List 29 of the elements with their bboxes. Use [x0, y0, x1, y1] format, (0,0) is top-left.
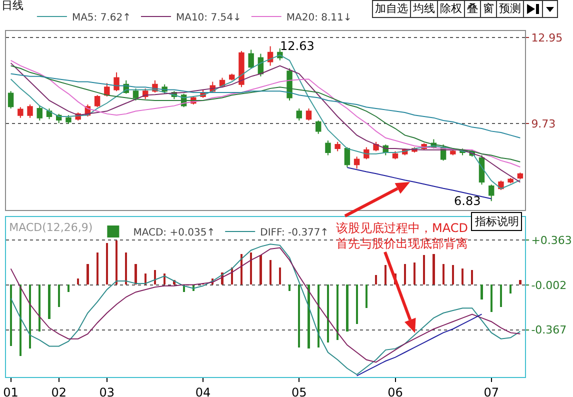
legend-label: MA20: 8.11↓ [286, 12, 352, 24]
text: 叠 [465, 1, 481, 17]
legend-label: MA10: 7.54↓ [176, 12, 242, 24]
y-tick-label: +0.363 [531, 234, 572, 247]
text: 预测 [497, 1, 524, 17]
x-tick-label: 04 [195, 385, 211, 397]
chart-title: MACD(12,26,9) [9, 221, 93, 234]
annotation: 6.83 [454, 194, 481, 208]
x-tick-label: 07 [484, 385, 499, 397]
x-tick-label: 06 [388, 385, 403, 397]
legend-label: MA5: 7.62↑ [72, 12, 131, 24]
legend-label: MACD: +0.035↑ [133, 227, 216, 238]
x-tick-label: 05 [292, 385, 307, 397]
annotation: 该股见底过程中，MACD 首先与股价出现底部背离 [336, 221, 468, 251]
text: 加自选 [373, 1, 411, 17]
x-tick-label: 03 [99, 385, 115, 397]
text: 窗 [481, 1, 497, 17]
text: 除权 [438, 1, 465, 17]
annotation: 12.63 [280, 39, 314, 53]
y-tick-label: -0.002 [531, 278, 567, 292]
legend-label: DIFF: -0.377↑ [260, 227, 329, 238]
annotation: 指标说明 [474, 215, 519, 228]
x-tick-label: 02 [51, 385, 66, 397]
y-tick-label: 9.73 [531, 118, 556, 131]
chart-title: 日线 [2, 0, 24, 12]
text: 均线 [411, 1, 438, 17]
x-tick-label: 01 [3, 385, 18, 397]
y-tick-label: -0.367 [531, 324, 567, 337]
y-tick-label: 12.95 [531, 32, 563, 45]
